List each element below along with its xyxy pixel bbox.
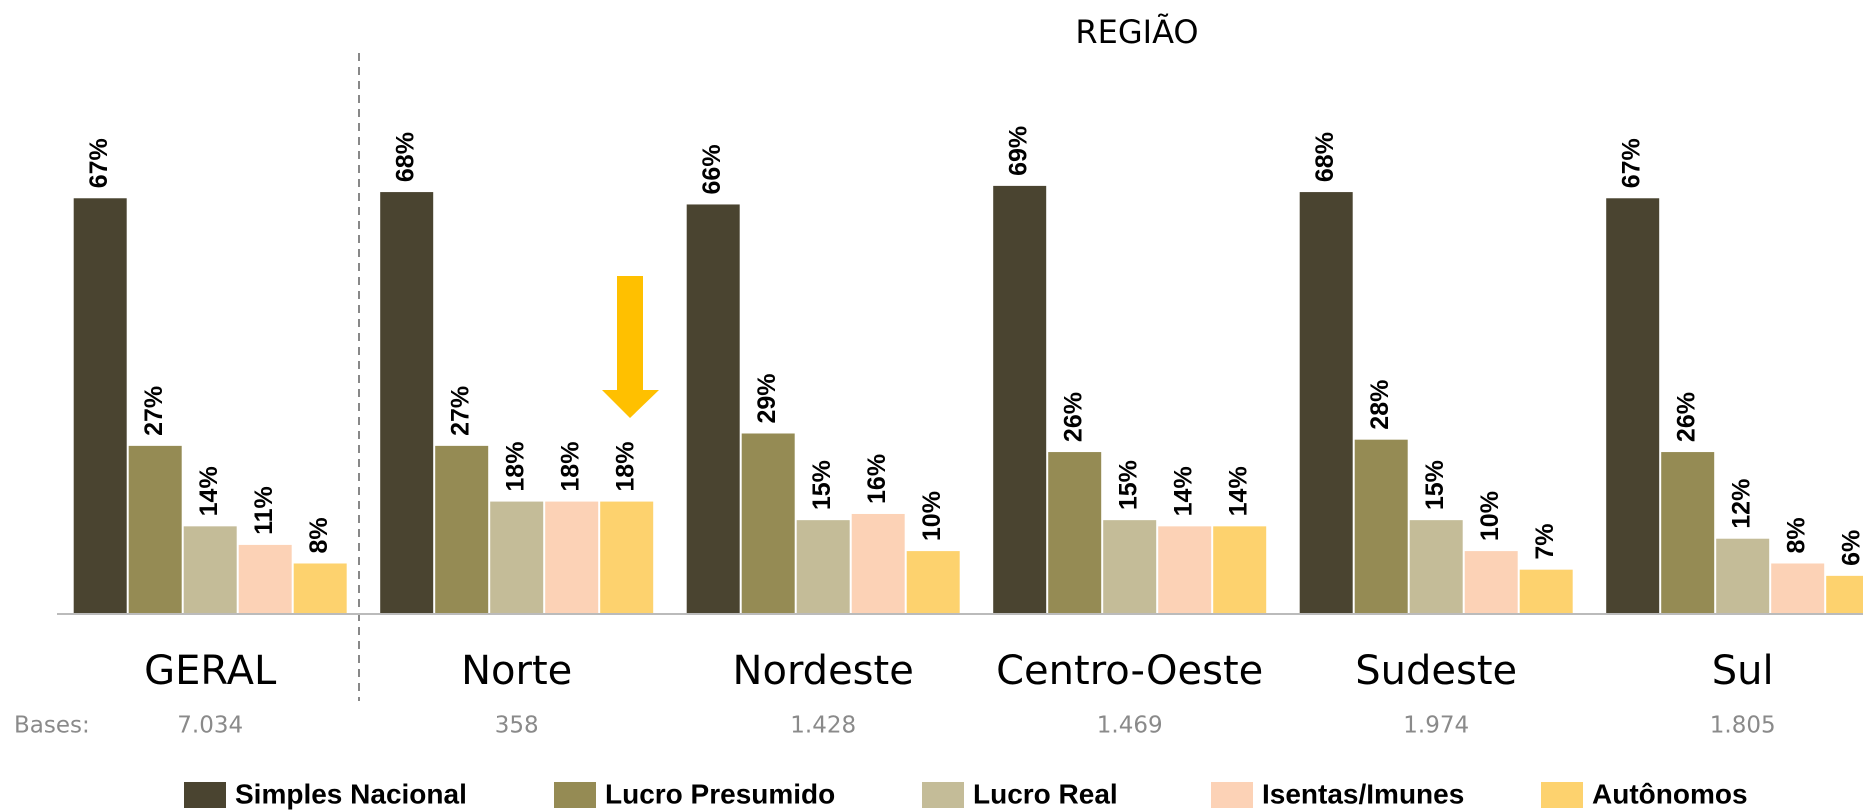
legend-label: Autônomos <box>1592 778 1748 809</box>
highlight-arrow <box>602 276 659 418</box>
value-label: 10% <box>918 491 946 541</box>
value-label: 15% <box>1421 460 1449 510</box>
value-label: 68% <box>1311 132 1339 182</box>
base-value: 1.805 <box>1710 713 1776 739</box>
value-label: 15% <box>808 460 836 510</box>
bar <box>545 501 599 613</box>
value-label: 26% <box>1672 392 1700 442</box>
value-label: 6% <box>1837 530 1863 566</box>
legend-swatch <box>922 782 964 808</box>
value-label: 7% <box>1531 524 1559 560</box>
bar <box>1158 526 1212 613</box>
bar <box>1771 563 1825 613</box>
value-label: 26% <box>1059 392 1087 442</box>
bar <box>741 433 795 613</box>
bar <box>1606 198 1660 613</box>
value-label: 8% <box>305 517 333 553</box>
bar <box>1464 551 1518 613</box>
base-value: 1.974 <box>1403 713 1469 739</box>
bar <box>1299 192 1353 613</box>
legend-swatch <box>554 782 596 808</box>
legend-label: Isentas/Imunes <box>1262 778 1464 809</box>
bar <box>1354 439 1408 613</box>
bar <box>796 520 850 613</box>
value-label: 66% <box>698 144 726 194</box>
value-label: 10% <box>1476 491 1504 541</box>
base-value: 7.034 <box>177 713 243 739</box>
value-label: 27% <box>446 386 474 436</box>
base-value: 1.428 <box>790 713 856 739</box>
bar <box>686 204 740 613</box>
x-tick-label: Nordeste <box>733 648 914 694</box>
x-tick-label: GERAL <box>144 648 277 694</box>
bar <box>1661 452 1715 613</box>
value-label: 15% <box>1114 460 1142 510</box>
value-label: 29% <box>753 373 781 423</box>
legend-label: Simples Nacional <box>235 778 467 809</box>
value-label: 12% <box>1727 479 1755 529</box>
value-label: 67% <box>85 138 113 188</box>
bar <box>183 526 237 613</box>
x-tick-label: Centro-Oeste <box>996 648 1263 694</box>
value-label: 16% <box>863 454 891 504</box>
bar <box>851 513 905 613</box>
value-label: 28% <box>1366 380 1394 430</box>
value-label: 68% <box>391 132 419 182</box>
bar <box>1826 575 1863 613</box>
value-label: 18% <box>611 442 639 492</box>
bar <box>238 544 292 613</box>
value-label: 14% <box>195 466 223 516</box>
bar <box>293 563 347 613</box>
bar <box>993 185 1047 613</box>
value-label: 14% <box>1169 466 1197 516</box>
bases-label: Bases: <box>14 713 90 739</box>
bar <box>490 501 544 613</box>
value-label: 18% <box>501 442 529 492</box>
legend-label: Lucro Real <box>973 778 1118 809</box>
value-label: 8% <box>1782 517 1810 553</box>
bar <box>1213 526 1267 613</box>
bar <box>128 445 182 613</box>
bar <box>1103 520 1157 613</box>
legend-swatch <box>1211 782 1253 808</box>
x-tick-label: Sudeste <box>1355 648 1517 694</box>
bar <box>906 551 960 613</box>
bar <box>1048 452 1102 613</box>
base-value: 1.469 <box>1097 713 1163 739</box>
legend-label: Lucro Presumido <box>605 778 835 809</box>
base-value: 358 <box>495 713 539 739</box>
legend-swatch <box>1541 782 1583 808</box>
bar <box>600 501 654 613</box>
bar <box>1409 520 1463 613</box>
legend-swatch <box>184 782 226 808</box>
value-label: 18% <box>556 442 584 492</box>
chart-title: REGIÃO <box>1075 13 1198 51</box>
value-label: 69% <box>1004 126 1032 176</box>
value-label: 27% <box>140 386 168 436</box>
x-tick-label: Norte <box>461 648 572 694</box>
bar <box>435 445 489 613</box>
bar <box>73 198 127 613</box>
bar <box>1519 569 1573 613</box>
value-label: 11% <box>250 486 278 535</box>
x-tick-label: Sul <box>1712 648 1774 694</box>
bar <box>1716 538 1770 613</box>
value-label: 14% <box>1224 466 1252 516</box>
bar <box>380 192 434 613</box>
value-label: 67% <box>1617 138 1645 188</box>
